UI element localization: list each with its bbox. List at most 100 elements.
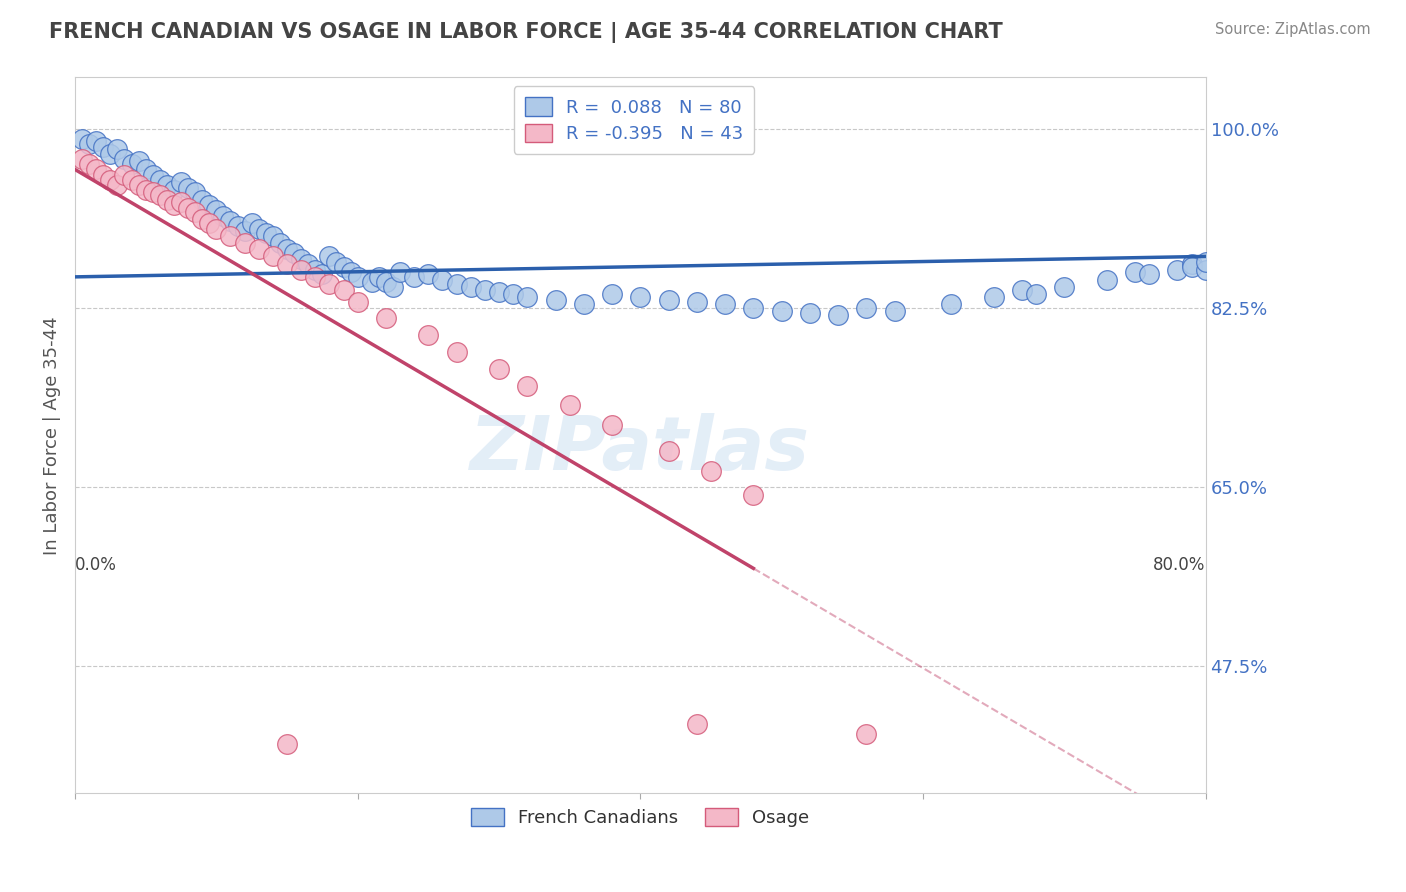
Point xyxy=(177,181,200,195)
Point xyxy=(686,716,709,731)
Point xyxy=(156,178,179,192)
Point xyxy=(1180,260,1202,274)
Point xyxy=(374,275,396,289)
Point xyxy=(142,168,165,182)
Point xyxy=(170,195,193,210)
Point xyxy=(742,488,765,502)
Point xyxy=(149,188,172,202)
Point xyxy=(855,301,877,315)
Point xyxy=(283,246,305,260)
Point xyxy=(91,168,114,182)
Point xyxy=(114,168,136,182)
Point xyxy=(276,256,298,270)
Point xyxy=(219,229,242,244)
Point xyxy=(516,379,538,393)
Point xyxy=(460,280,482,294)
Point xyxy=(191,193,214,207)
Text: FRENCH CANADIAN VS OSAGE IN LABOR FORCE | AGE 35-44 CORRELATION CHART: FRENCH CANADIAN VS OSAGE IN LABOR FORCE … xyxy=(49,22,1002,44)
Point xyxy=(107,142,129,156)
Point xyxy=(240,216,263,230)
Point xyxy=(121,157,143,171)
Point xyxy=(600,418,623,433)
Text: 80.0%: 80.0% xyxy=(1153,556,1206,574)
Point xyxy=(374,310,396,325)
Point xyxy=(247,222,270,236)
Point xyxy=(1195,262,1218,277)
Point xyxy=(219,213,242,227)
Point xyxy=(360,275,382,289)
Point xyxy=(262,249,284,263)
Point xyxy=(170,175,193,189)
Point xyxy=(558,398,581,412)
Point xyxy=(121,172,143,186)
Point xyxy=(156,193,179,207)
Point xyxy=(339,265,361,279)
Point xyxy=(714,297,737,311)
Point xyxy=(205,222,228,236)
Point xyxy=(70,153,93,167)
Point xyxy=(983,290,1005,304)
Point xyxy=(226,219,249,233)
Point xyxy=(1166,262,1188,277)
Point xyxy=(1053,280,1076,294)
Point xyxy=(658,293,681,308)
Point xyxy=(1195,254,1218,268)
Point xyxy=(474,283,496,297)
Text: ZIPatlas: ZIPatlas xyxy=(471,413,810,486)
Point xyxy=(488,362,510,376)
Point xyxy=(941,297,963,311)
Point xyxy=(191,211,214,226)
Point xyxy=(184,185,207,199)
Point xyxy=(198,198,221,212)
Point xyxy=(325,254,347,268)
Point xyxy=(799,306,821,320)
Point xyxy=(318,249,340,263)
Point xyxy=(332,283,354,297)
Point xyxy=(446,277,468,291)
Point xyxy=(149,172,172,186)
Point xyxy=(77,136,100,151)
Point xyxy=(311,267,333,281)
Point xyxy=(107,178,129,192)
Point xyxy=(290,262,312,277)
Point xyxy=(544,293,567,308)
Point xyxy=(502,287,524,301)
Point xyxy=(1123,265,1146,279)
Point xyxy=(572,297,595,311)
Point xyxy=(516,290,538,304)
Point xyxy=(1095,273,1118,287)
Point xyxy=(233,236,256,251)
Point xyxy=(432,273,454,287)
Point xyxy=(177,202,200,216)
Point xyxy=(98,172,121,186)
Point xyxy=(346,269,368,284)
Point xyxy=(128,154,150,169)
Point xyxy=(114,153,136,167)
Point xyxy=(700,464,723,478)
Point xyxy=(418,328,440,343)
Point xyxy=(855,727,877,741)
Point xyxy=(382,280,405,294)
Point xyxy=(770,303,793,318)
Point xyxy=(332,260,354,274)
Point xyxy=(142,185,165,199)
Point xyxy=(70,132,93,146)
Point xyxy=(77,157,100,171)
Point xyxy=(269,236,291,251)
Point xyxy=(304,262,326,277)
Point xyxy=(163,183,186,197)
Point xyxy=(1011,283,1033,297)
Point xyxy=(233,224,256,238)
Point xyxy=(84,162,107,177)
Point xyxy=(84,134,107,148)
Point xyxy=(488,285,510,300)
Point xyxy=(91,140,114,154)
Point xyxy=(205,203,228,218)
Point xyxy=(318,277,340,291)
Point xyxy=(198,216,221,230)
Point xyxy=(297,256,319,270)
Point xyxy=(262,229,284,244)
Point xyxy=(418,267,440,281)
Point xyxy=(600,287,623,301)
Point xyxy=(628,290,651,304)
